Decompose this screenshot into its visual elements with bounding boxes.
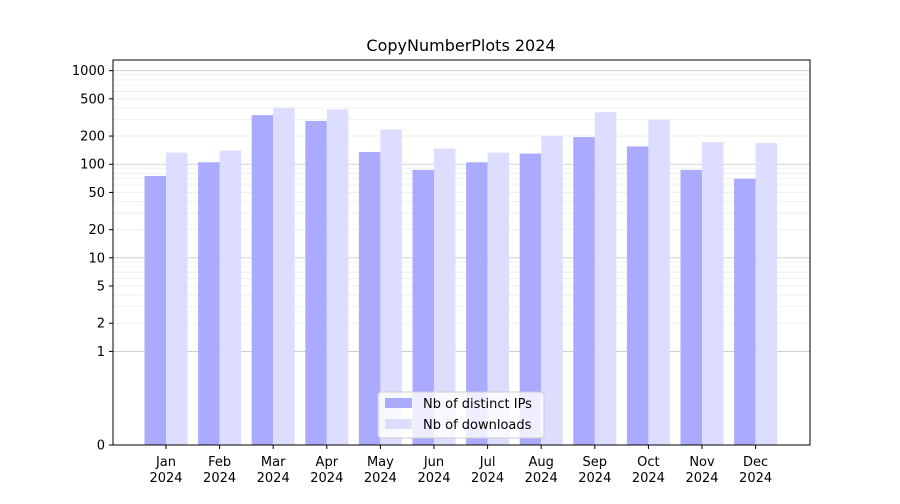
x-tick-label-month: Feb — [208, 455, 231, 470]
bar-downloads-may — [380, 129, 402, 445]
bar-distinct-ips-aug — [519, 153, 542, 446]
legend-swatch-downloads — [385, 419, 412, 429]
x-tick-label-month: May — [367, 455, 394, 470]
x-tick-label-year: 2024 — [471, 471, 504, 486]
x-tick-label-month: Mar — [261, 455, 286, 470]
bar-distinct-ips-dec — [734, 178, 756, 446]
x-tick-label-month: Jan — [155, 455, 176, 470]
y-tick-label: 0 — [97, 439, 105, 454]
bar-distinct-ips-nov — [680, 169, 702, 445]
x-tick-label-month: Nov — [689, 455, 715, 470]
x-tick-label-month: Apr — [316, 455, 339, 470]
x-tick-label-year: 2024 — [257, 471, 290, 486]
x-axis: Jan2024Feb2024Mar2024Apr2024May2024Jun20… — [149, 445, 772, 486]
x-tick-label-year: 2024 — [310, 471, 343, 486]
y-tick-label: 200 — [80, 130, 105, 145]
y-tick-label: 5 — [97, 280, 105, 295]
bars-layer — [144, 107, 778, 446]
legend-frame — [377, 391, 545, 439]
bar-downloads-dec — [755, 143, 778, 445]
x-tick-label-month: Dec — [743, 455, 768, 470]
bar-downloads-jun — [434, 148, 456, 445]
bar-downloads-sep — [594, 112, 617, 445]
legend-label-distinct-ips: Nb of distinct IPs — [423, 397, 532, 412]
x-tick-label-month: Aug — [529, 455, 554, 470]
bar-downloads-oct — [648, 119, 670, 446]
y-tick-label: 100 — [80, 158, 105, 173]
bar-downloads-jan — [166, 152, 188, 445]
x-tick-label-month: Sep — [583, 455, 608, 470]
y-tick-label: 10 — [88, 251, 105, 266]
x-tick-label-year: 2024 — [739, 471, 772, 486]
legend-label-downloads: Nb of downloads — [423, 418, 532, 433]
bar-downloads-jul — [487, 152, 510, 445]
x-tick-label-year: 2024 — [203, 471, 236, 486]
bar-distinct-ips-jan — [144, 175, 166, 445]
bar-distinct-ips-feb — [198, 162, 220, 446]
x-tick-label-year: 2024 — [149, 471, 182, 486]
x-tick-label-year: 2024 — [685, 471, 718, 486]
bar-distinct-ips-jun — [412, 169, 434, 445]
y-tick-label: 500 — [80, 92, 105, 107]
x-tick-label-year: 2024 — [525, 471, 558, 486]
y-axis: 0 1 2 5 10 20 50 100 200 500 1000 — [72, 64, 113, 454]
legend-swatch-distinct-ips — [385, 398, 412, 408]
x-tick-label-month: Oct — [637, 455, 659, 470]
bar-downloads-apr — [326, 109, 349, 445]
x-tick-label-year: 2024 — [417, 471, 450, 486]
bar-distinct-ips-mar — [251, 115, 274, 446]
bar-downloads-mar — [273, 107, 295, 446]
y-tick-label: 50 — [88, 186, 105, 201]
bar-distinct-ips-apr — [305, 120, 327, 445]
y-tick-label: 20 — [88, 223, 105, 238]
bar-distinct-ips-jul — [466, 162, 488, 446]
bar-downloads-feb — [219, 150, 242, 445]
bar-distinct-ips-sep — [573, 137, 595, 445]
x-tick-label-year: 2024 — [364, 471, 397, 486]
bar-distinct-ips-may — [358, 152, 381, 445]
y-tick-label: 2 — [97, 317, 105, 332]
bar-distinct-ips-oct — [626, 146, 649, 446]
x-tick-label-year: 2024 — [632, 471, 665, 486]
legend: Nb of distinct IPs Nb of downloads — [377, 391, 545, 439]
x-tick-label-year: 2024 — [578, 471, 611, 486]
bar-downloads-aug — [541, 136, 563, 446]
y-tick-label: 1 — [97, 345, 105, 360]
x-tick-label-month: Jul — [479, 455, 496, 470]
bar-downloads-nov — [702, 142, 724, 445]
y-tick-label: 1000 — [72, 64, 105, 79]
x-tick-label-month: Jun — [423, 455, 444, 470]
chart-title: CopyNumberPlots 2024 — [366, 36, 555, 55]
plot-frame — [112, 59, 811, 446]
